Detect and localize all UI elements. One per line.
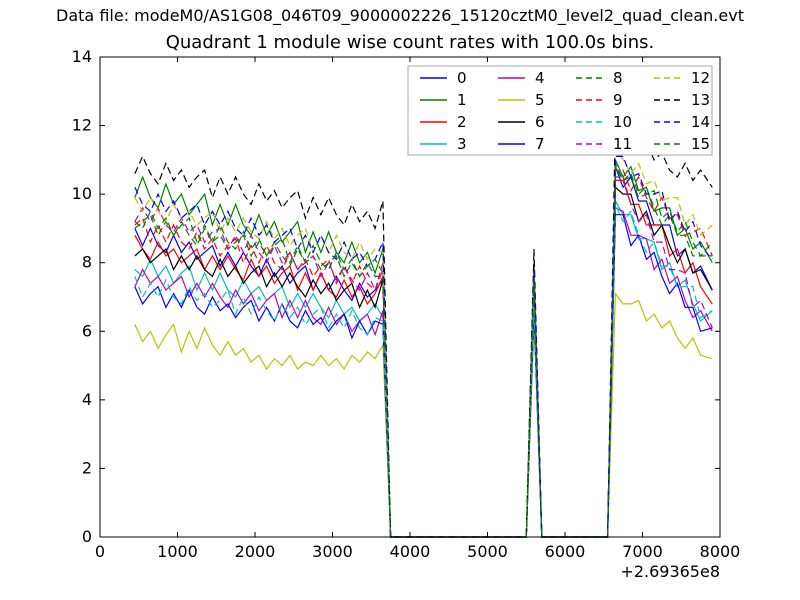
series-line-2: [134, 179, 713, 538]
legend-label-12: 12: [691, 69, 710, 87]
series-line-5: [134, 291, 713, 538]
series-line-3: [134, 198, 713, 538]
series-line-13: [134, 118, 713, 538]
y-tick-label: 14: [72, 47, 92, 66]
x-tick-label: 5000: [467, 542, 508, 561]
y-tick-label: 10: [72, 184, 92, 203]
legend-label-9: 9: [613, 91, 623, 109]
legend-label-7: 7: [535, 135, 545, 153]
legend-label-1: 1: [457, 91, 467, 109]
x-tick-label: 0: [95, 542, 105, 561]
data-file-label: Data file: modeM0/AS1G08_046T09_90000022…: [56, 6, 744, 25]
series-line-6: [134, 185, 713, 538]
y-tick-label: 6: [82, 321, 92, 340]
legend-box: [407, 65, 713, 156]
legend-label-2: 2: [457, 113, 467, 131]
y-tick-label: 12: [72, 116, 92, 135]
series-line-10: [134, 204, 713, 538]
legend-label-15: 15: [691, 135, 710, 153]
x-tick-label: 6000: [545, 542, 586, 561]
y-tick-label: 2: [82, 458, 92, 477]
legend-label-6: 6: [535, 113, 545, 131]
legend-label-10: 10: [613, 113, 632, 131]
legend-label-5: 5: [535, 91, 545, 109]
legend-label-8: 8: [613, 69, 623, 87]
series-line-15: [134, 164, 713, 538]
x-tick-label: 4000: [390, 542, 431, 561]
legend-label-14: 14: [691, 113, 710, 131]
series-line-12: [134, 147, 713, 538]
series-line-1: [134, 159, 713, 538]
y-tick-label: 4: [82, 390, 92, 409]
legend-label-13: 13: [691, 91, 710, 109]
x-tick-label: 8000: [700, 542, 741, 561]
series-line-4: [134, 206, 713, 538]
series-line-7: [134, 214, 713, 538]
legend-label-0: 0: [457, 69, 467, 87]
series-line-14: [134, 155, 713, 538]
legend-label-11: 11: [613, 135, 632, 153]
legend-label-4: 4: [535, 69, 545, 87]
x-tick-label: 3000: [312, 542, 353, 561]
x-tick-label: 1000: [157, 542, 198, 561]
y-tick-label: 0: [82, 527, 92, 546]
x-tick-label: 2000: [235, 542, 276, 561]
legend-label-3: 3: [457, 135, 467, 153]
y-tick-label: 8: [82, 253, 92, 272]
series-line-8: [134, 163, 713, 538]
x-axis-offset-label: +2.69365e8: [620, 562, 720, 581]
x-tick-label: 7000: [622, 542, 663, 561]
series-line-9: [134, 169, 713, 538]
chart-title: Quadrant 1 module wise count rates with …: [165, 32, 655, 53]
series-line-11: [134, 176, 713, 538]
